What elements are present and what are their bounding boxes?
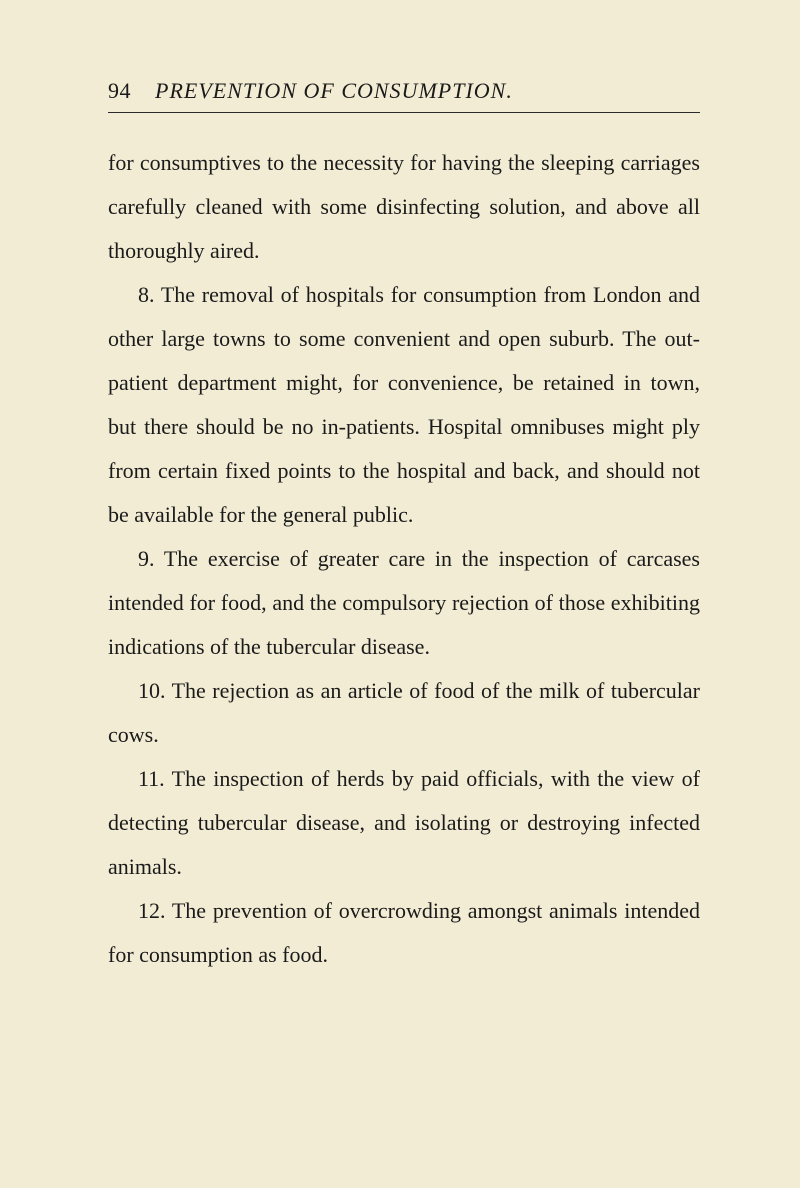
paragraph: for consumptives to the necessity for ha…: [108, 141, 700, 273]
paragraph: 11. The inspection of herds by paid offi…: [108, 757, 700, 889]
page-number: 94: [108, 78, 131, 103]
paragraph: 10. The rejection as an article of food …: [108, 669, 700, 757]
running-header: 94 PREVENTION OF CONSUMPTION.: [108, 78, 700, 104]
page-container: 94 PREVENTION OF CONSUMPTION. for consum…: [0, 0, 800, 1188]
header-title: PREVENTION OF CONSUMPTION.: [155, 78, 513, 103]
body-text: for consumptives to the necessity for ha…: [108, 141, 700, 977]
paragraph: 8. The removal of hospitals for consumpt…: [108, 273, 700, 537]
paragraph: 12. The prevention of overcrowding among…: [108, 889, 700, 977]
paragraph: 9. The exercise of greater care in the i…: [108, 537, 700, 669]
header-rule: [108, 112, 700, 113]
